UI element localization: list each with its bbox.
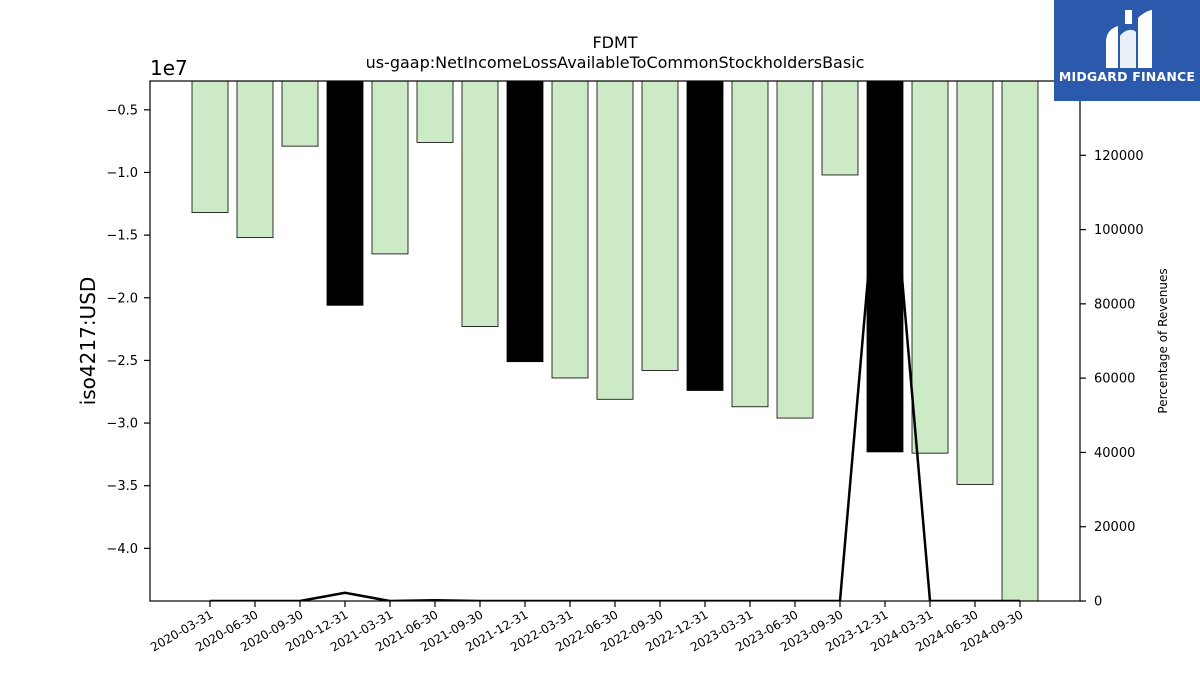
bar	[551, 81, 589, 379]
midgard-logo-icon	[1106, 10, 1152, 68]
y-tick-label: −1.5	[106, 229, 138, 244]
bar	[236, 81, 274, 239]
y-axis-label: iso4217:USD	[76, 277, 100, 406]
bar	[776, 81, 814, 419]
y-axis: −0.5 −1.0 −1.5 −2.0 −2.5 −3.0 −3.5 −4.0	[106, 103, 150, 557]
bar	[641, 81, 679, 371]
y2-tick-label: 40000	[1094, 446, 1135, 461]
y-tick-label: −2.5	[106, 354, 138, 369]
y-tick-label: −1.0	[106, 166, 138, 181]
y2-tick-label: 0	[1094, 595, 1102, 610]
chart-title: FDMT	[592, 33, 637, 52]
y-tick-label: −2.0	[106, 291, 138, 306]
y2-tick-label: 20000	[1094, 520, 1135, 535]
y-tick-label: −4.0	[106, 542, 138, 557]
bar	[506, 81, 544, 363]
bar	[416, 81, 454, 143]
bar	[731, 81, 769, 408]
chart-subtitle: us-gaap:NetIncomeLossAvailableToCommonSt…	[366, 53, 865, 72]
y2-tick-label: 100000	[1094, 223, 1144, 238]
bar	[461, 81, 499, 327]
bar	[191, 81, 229, 213]
y2-axis-label: Percentage of Revenues	[1156, 268, 1170, 413]
y2-tick-label: 80000	[1094, 297, 1135, 312]
x-axis: 2020-03-312020-06-302020-09-302020-12-31…	[148, 601, 1026, 654]
bar	[821, 81, 859, 176]
y-tick-label: −3.0	[106, 417, 138, 432]
y2-axis: 0 20000 40000 60000 80000 100000 120000	[1080, 149, 1144, 610]
y2-tick-label: 60000	[1094, 372, 1135, 387]
brand-logo: MIDGARD FINANCE	[1054, 0, 1200, 101]
bar	[1001, 81, 1039, 601]
bar	[686, 81, 724, 391]
bar	[866, 81, 904, 453]
y-axis-offset-label: 1e7	[150, 56, 188, 80]
logo-text: MIDGARD FINANCE	[1058, 69, 1196, 84]
bar	[326, 81, 364, 306]
bar	[911, 81, 949, 454]
y-tick-label: −3.5	[106, 479, 138, 494]
bar	[281, 81, 319, 147]
bars-group	[191, 81, 1039, 601]
bar	[596, 81, 634, 400]
line-group	[210, 81, 1020, 601]
y-tick-label: −0.5	[106, 103, 138, 118]
bar	[371, 81, 409, 255]
line-series	[210, 81, 1020, 601]
bar	[956, 81, 994, 485]
y2-tick-label: 120000	[1094, 149, 1144, 164]
